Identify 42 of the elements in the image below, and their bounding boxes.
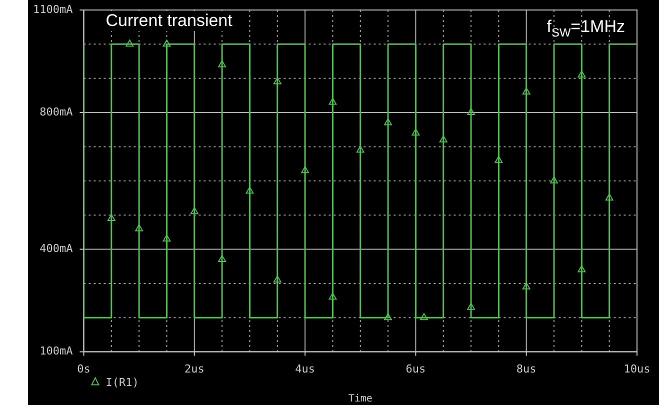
- point: [107, 214, 116, 221]
- x-tick-label: 6us: [406, 362, 426, 376]
- y-tick-label: 800mA: [40, 105, 74, 118]
- point: [273, 276, 282, 283]
- point: [162, 40, 171, 47]
- y-tick-label: 1100mA: [32, 2, 74, 16]
- x-axis-title: Time: [348, 394, 372, 405]
- point: [246, 186, 254, 194]
- point: [384, 118, 392, 126]
- point: [162, 234, 171, 242]
- point: [190, 207, 198, 214]
- point: [420, 313, 428, 320]
- point: [126, 40, 134, 47]
- point: [578, 70, 586, 78]
- point: [356, 146, 364, 153]
- chart-title: Current transient: [106, 11, 233, 30]
- point: [412, 128, 420, 136]
- point: [218, 255, 226, 262]
- point: [605, 193, 614, 200]
- point: [439, 135, 448, 142]
- point: [578, 265, 586, 272]
- point: [301, 166, 310, 174]
- point: [467, 302, 475, 310]
- point: [550, 176, 558, 184]
- point: [328, 98, 337, 105]
- x-tick-label: 0s: [77, 362, 90, 376]
- legend-label: I(R1): [106, 376, 139, 389]
- x-tick-label: 10us: [624, 362, 650, 376]
- point: [494, 156, 503, 163]
- y-tick-label: 400mA: [40, 242, 74, 256]
- point: [522, 88, 530, 95]
- point: [218, 60, 226, 68]
- x-tick-label: 8us: [516, 362, 536, 376]
- point: [135, 224, 144, 232]
- point: [384, 313, 392, 320]
- point: [522, 282, 530, 290]
- x-tick-label: 2us: [184, 362, 204, 376]
- point: [328, 292, 337, 300]
- x-tick-label: 4us: [295, 362, 315, 376]
- y-tick-label: 100mA: [40, 344, 74, 358]
- point: [273, 77, 282, 84]
- point: [467, 108, 475, 116]
